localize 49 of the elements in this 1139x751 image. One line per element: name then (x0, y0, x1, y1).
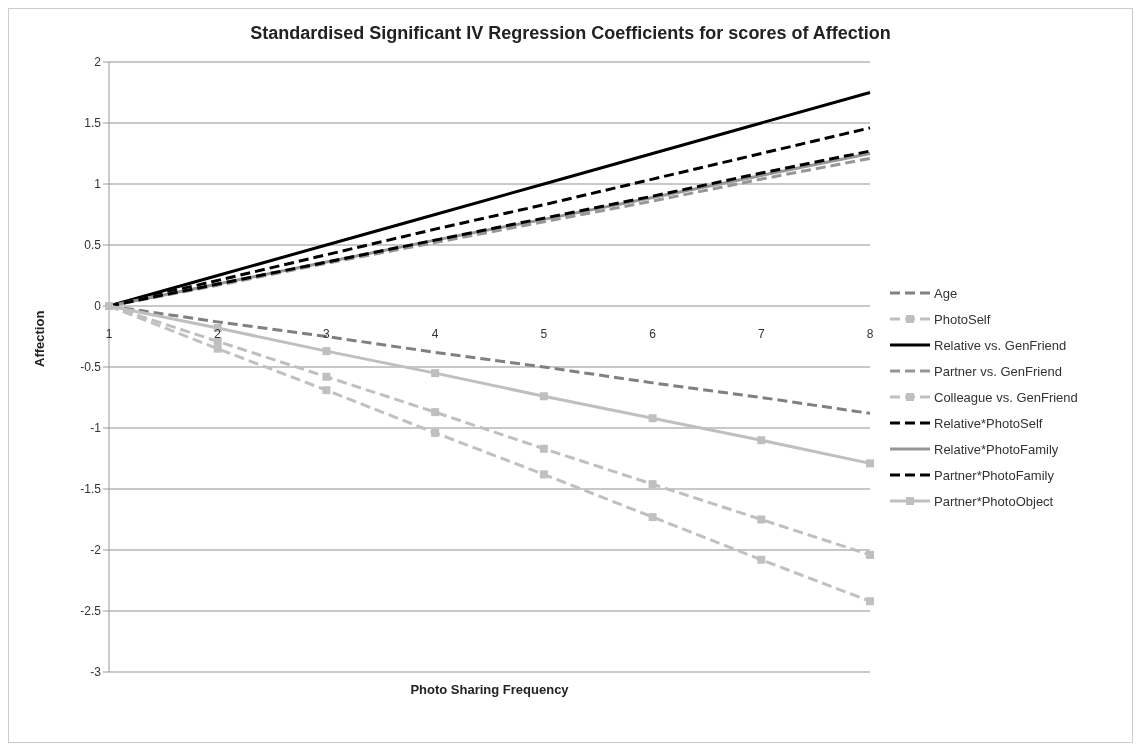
point (539, 444, 548, 453)
point (757, 436, 766, 445)
point (539, 392, 548, 401)
legend-label: Relative*PhotoSelf (934, 415, 1043, 431)
point (757, 555, 766, 564)
y-tick-label: -2 (90, 543, 102, 558)
point (539, 470, 548, 479)
legend-label: Partner vs. GenFriend (934, 363, 1062, 379)
y-tick-label: -3 (90, 665, 102, 680)
y-tick-label: -1 (90, 421, 102, 436)
x-tick-label: 7 (757, 327, 765, 341)
point (757, 515, 766, 524)
point (866, 459, 874, 468)
legend-label: Colleague vs. GenFriend (934, 389, 1078, 405)
x-tick-label: 1 (105, 327, 113, 341)
point (322, 386, 331, 395)
y-tick-label: -2.5 (80, 604, 102, 619)
point (866, 550, 874, 559)
point (431, 369, 440, 378)
y-tick-label: 2 (94, 55, 102, 70)
chart-title: Standardised Significant IV Regression Coefficients for scores of Affection (249, 22, 892, 45)
point (648, 513, 657, 522)
point (648, 414, 657, 423)
y-tick-label: -0.5 (80, 360, 102, 375)
y-axis-title: Affection (31, 310, 47, 367)
point (213, 344, 222, 353)
x-tick-label: 6 (649, 327, 657, 341)
legend-label: PhotoSelf (934, 311, 991, 327)
legend-label: Partner*PhotoFamily (934, 467, 1054, 483)
point (431, 428, 440, 437)
x-tick-label: 2 (214, 327, 222, 341)
legend-label: Age (934, 285, 958, 301)
legend-label: Partner*PhotoObject (934, 493, 1054, 509)
y-tick-label: 1 (94, 177, 102, 192)
legend-label: Relative vs. GenFriend (934, 337, 1067, 353)
point (322, 372, 331, 381)
point (431, 408, 440, 417)
x-tick-label: 4 (431, 327, 439, 341)
x-tick-label: 8 (866, 327, 874, 341)
x-axis-title: Photo Sharing Frequency (410, 682, 570, 697)
point (648, 480, 657, 489)
point (866, 597, 874, 606)
y-tick-label: 1.5 (84, 116, 102, 131)
legend-label: Relative*PhotoFamily (934, 441, 1059, 457)
y-tick-label: 0 (94, 299, 102, 314)
y-tick-label: -1.5 (80, 482, 102, 497)
y-tick-label: 0.5 (84, 238, 102, 253)
point (322, 347, 331, 356)
x-tick-label: 5 (540, 327, 548, 341)
